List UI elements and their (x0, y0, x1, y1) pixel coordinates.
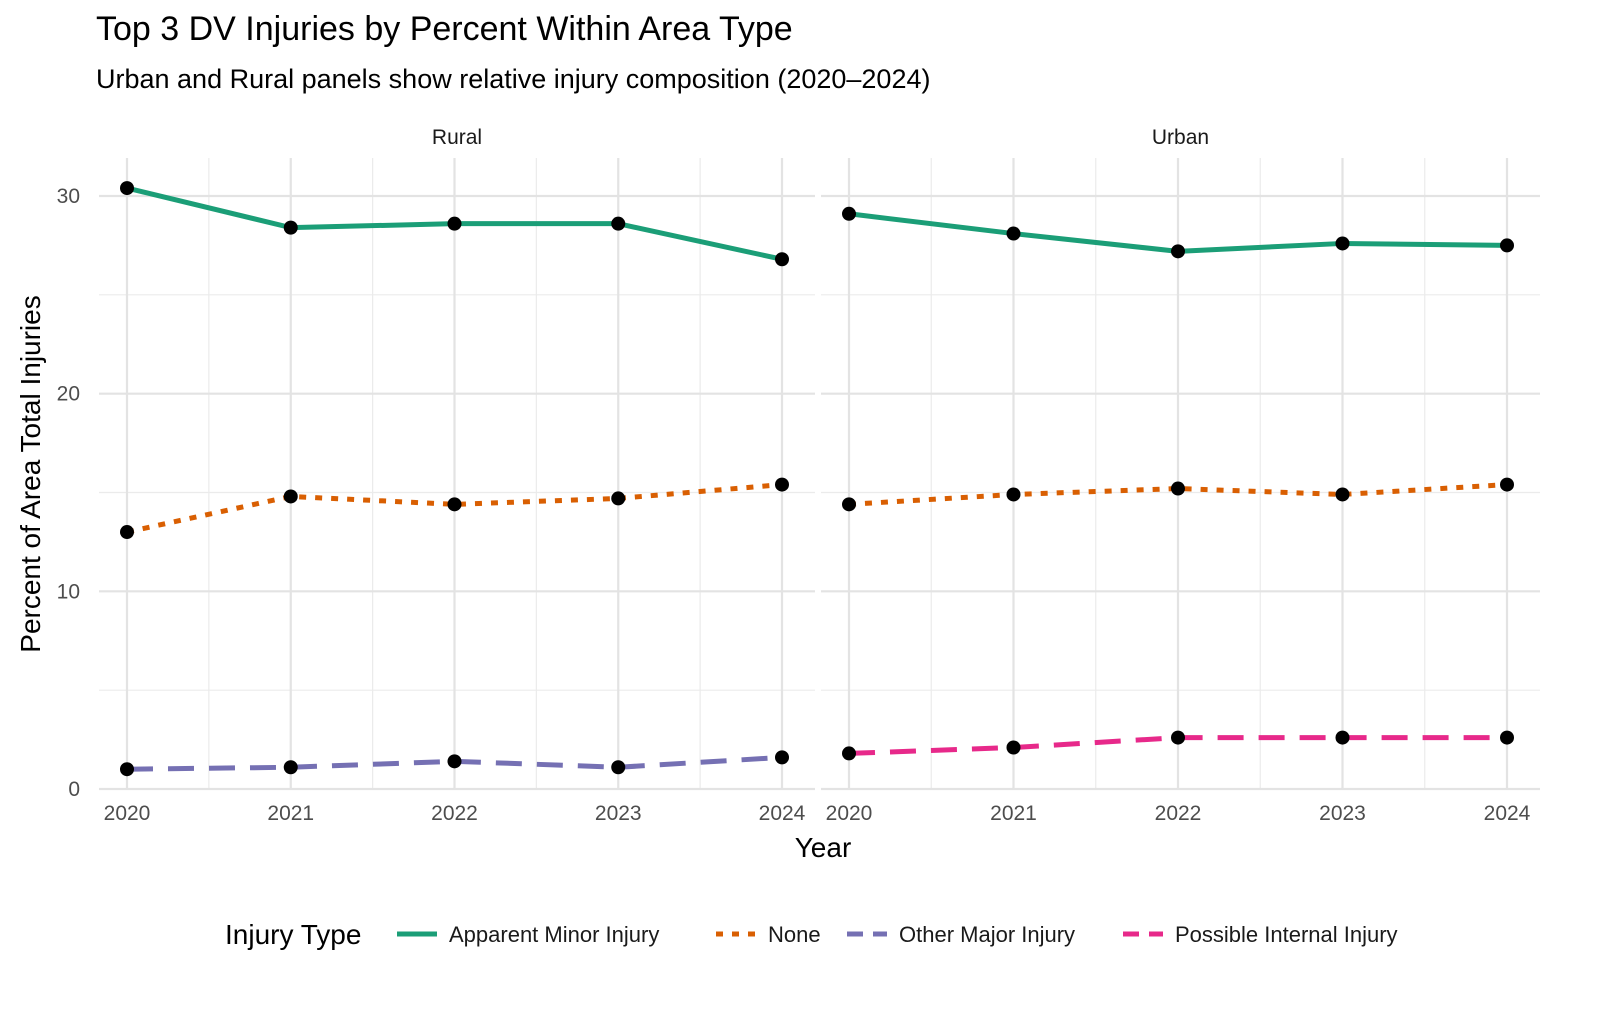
data-point (1500, 238, 1514, 253)
x-tick-label: 2021 (990, 802, 1037, 825)
legend-label: Apparent Minor Injury (449, 922, 659, 947)
data-point (1171, 244, 1185, 259)
data-point (1006, 487, 1021, 502)
x-tick-label: 2020 (826, 802, 873, 825)
x-tick-label: 2024 (1484, 802, 1531, 825)
x-tick-label: 2020 (104, 802, 151, 825)
x-axis-title: Year (795, 832, 852, 863)
chart-subtitle: Urban and Rural panels show relative inj… (96, 64, 931, 94)
series-line-none (126, 482, 783, 535)
data-point (1335, 487, 1350, 502)
x-tick-label: 2021 (267, 802, 314, 825)
data-point (1171, 481, 1185, 496)
x-tick-label: 2023 (595, 802, 642, 825)
data-point (1006, 226, 1021, 241)
data-point (1500, 477, 1514, 492)
data-point (1500, 730, 1514, 745)
data-point (447, 216, 462, 231)
chart-title: Top 3 DV Injuries by Percent Within Area… (96, 10, 793, 48)
data-point (775, 252, 789, 267)
data-point (120, 181, 134, 196)
series-line-none (848, 482, 1508, 507)
x-tick-label: 2022 (1155, 802, 1202, 825)
data-point (283, 760, 298, 775)
y-tick-label: 20 (57, 383, 80, 406)
x-tick-label: 2022 (431, 802, 478, 825)
data-point (120, 525, 134, 540)
data-point (775, 750, 789, 765)
legend-title: Injury Type (225, 919, 361, 950)
y-tick-label: 0 (68, 778, 80, 801)
panel-strip-label: Urban (1152, 126, 1209, 149)
data-point (1006, 740, 1021, 755)
legend-label: Other Major Injury (899, 922, 1075, 947)
y-axis-title: Percent of Area Total Injuries (15, 295, 46, 652)
data-point (120, 762, 134, 777)
y-tick-label: 10 (57, 580, 80, 603)
data-point (842, 206, 856, 221)
x-tick-label: 2023 (1319, 802, 1366, 825)
data-point (611, 760, 626, 775)
y-tick-label: 30 (57, 185, 80, 208)
data-point (1335, 236, 1350, 251)
data-point (842, 497, 856, 512)
data-point (611, 216, 626, 231)
panel-strip-label: Rural (432, 126, 482, 149)
data-point (842, 746, 856, 761)
data-point (1171, 730, 1185, 745)
data-point (611, 491, 626, 506)
legend-label: None (768, 922, 821, 947)
data-point (283, 220, 298, 235)
data-point (283, 489, 298, 504)
data-point (1335, 730, 1350, 745)
x-tick-label: 2024 (759, 802, 806, 825)
data-point (775, 477, 789, 492)
data-point (447, 754, 462, 769)
data-point (447, 497, 462, 512)
legend-label: Possible Internal Injury (1175, 922, 1398, 947)
series-line-other-major-injury (126, 754, 783, 772)
